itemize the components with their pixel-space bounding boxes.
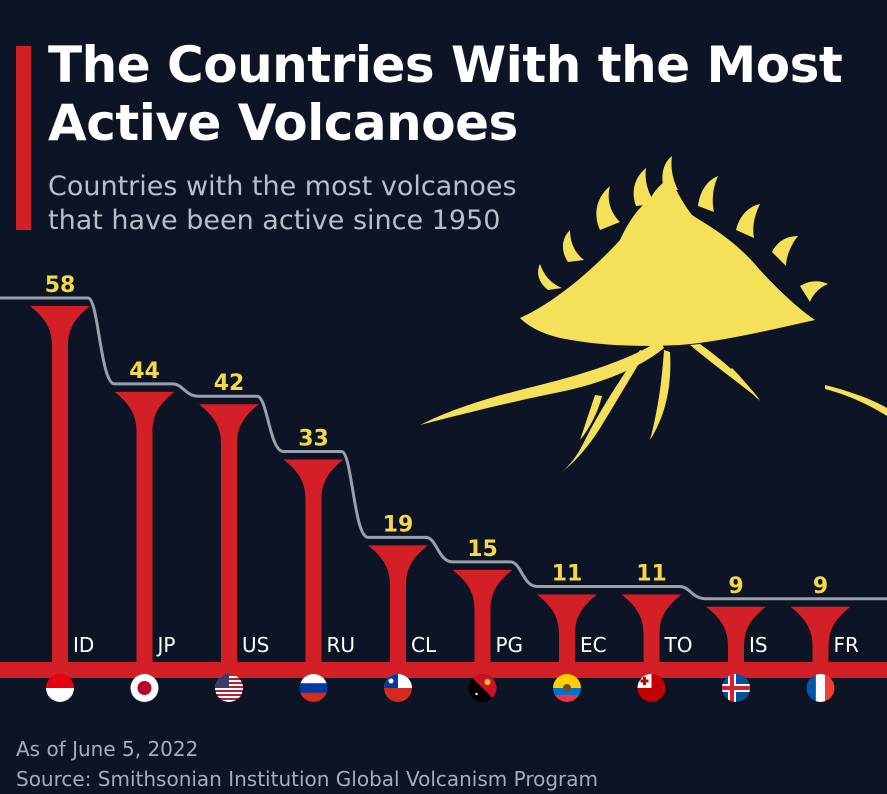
bar-to [621,594,682,662]
category-label-jp: JP [156,633,176,657]
value-label-fr: 9 [813,574,828,599]
category-label-pg: PG [496,633,524,657]
step-trend-line [0,296,887,601]
footer-source: Source: Smithsonian Institution Global V… [16,767,599,791]
flag-ecuador-icon [553,674,581,702]
category-label-id: ID [73,633,94,657]
bar-us [199,404,259,662]
flag-usa-icon [215,674,243,702]
footer-note: As of June 5, 2022 [16,737,199,761]
footer: As of June 5, 2022 Source: Smithsonian I… [16,734,598,794]
bar-id [30,306,90,662]
flag-papua-new-guinea-icon [468,674,497,702]
category-label-us: US [242,633,269,657]
title-accent-bar [16,46,31,230]
flag-iceland-icon [722,674,750,702]
bar-jp [114,391,175,662]
bar-pg [452,569,513,662]
subtitle-line-2: that have been active since 1950 [48,205,501,236]
value-label-ru: 33 [298,426,329,451]
bar-fr [790,606,851,662]
chart-title: The Countries With the Most Active Volca… [48,36,848,152]
value-label-pg: 15 [467,537,498,562]
value-label-to: 11 [636,561,667,586]
value-label-cl: 19 [383,512,414,537]
flags-group [46,674,835,702]
chart-subtitle: Countries with the most volcanoes that h… [48,170,568,238]
category-label-to: TO [664,633,693,657]
category-label-cl: CL [411,633,437,657]
title-line-1: The Countries With the Most [48,36,843,94]
bar-ru [283,459,344,662]
baseline-bar [0,662,887,678]
value-label-ec: 11 [552,561,583,586]
bar-is [706,606,766,662]
flag-indonesia-icon [46,674,74,702]
flag-tonga-icon [637,674,666,702]
volcano-eruption-graphic [420,156,887,472]
category-label-ec: EC [580,633,607,657]
value-label-jp: 44 [129,359,160,384]
value-label-us: 42 [214,371,245,396]
value-label-is: 9 [728,574,743,599]
category-label-fr: FR [834,633,860,657]
flag-chile-icon [384,674,412,702]
flag-france-icon [806,674,835,702]
flag-russia-icon [299,674,328,702]
bar-cl [368,545,428,662]
bars-group: 58 ID 44 JP 42 US 33 RU 19 CL 15 PG 11 EC 11 TO 9 IS 9 FR [30,273,859,662]
bar-ec [537,594,597,662]
flag-japan-icon [130,674,159,702]
category-label-is: IS [749,633,768,657]
category-label-ru: RU [327,633,356,657]
value-label-id: 58 [45,273,76,298]
subtitle-line-1: Countries with the most volcanoes [48,171,517,202]
title-line-2: Active Volcanoes [48,94,518,152]
